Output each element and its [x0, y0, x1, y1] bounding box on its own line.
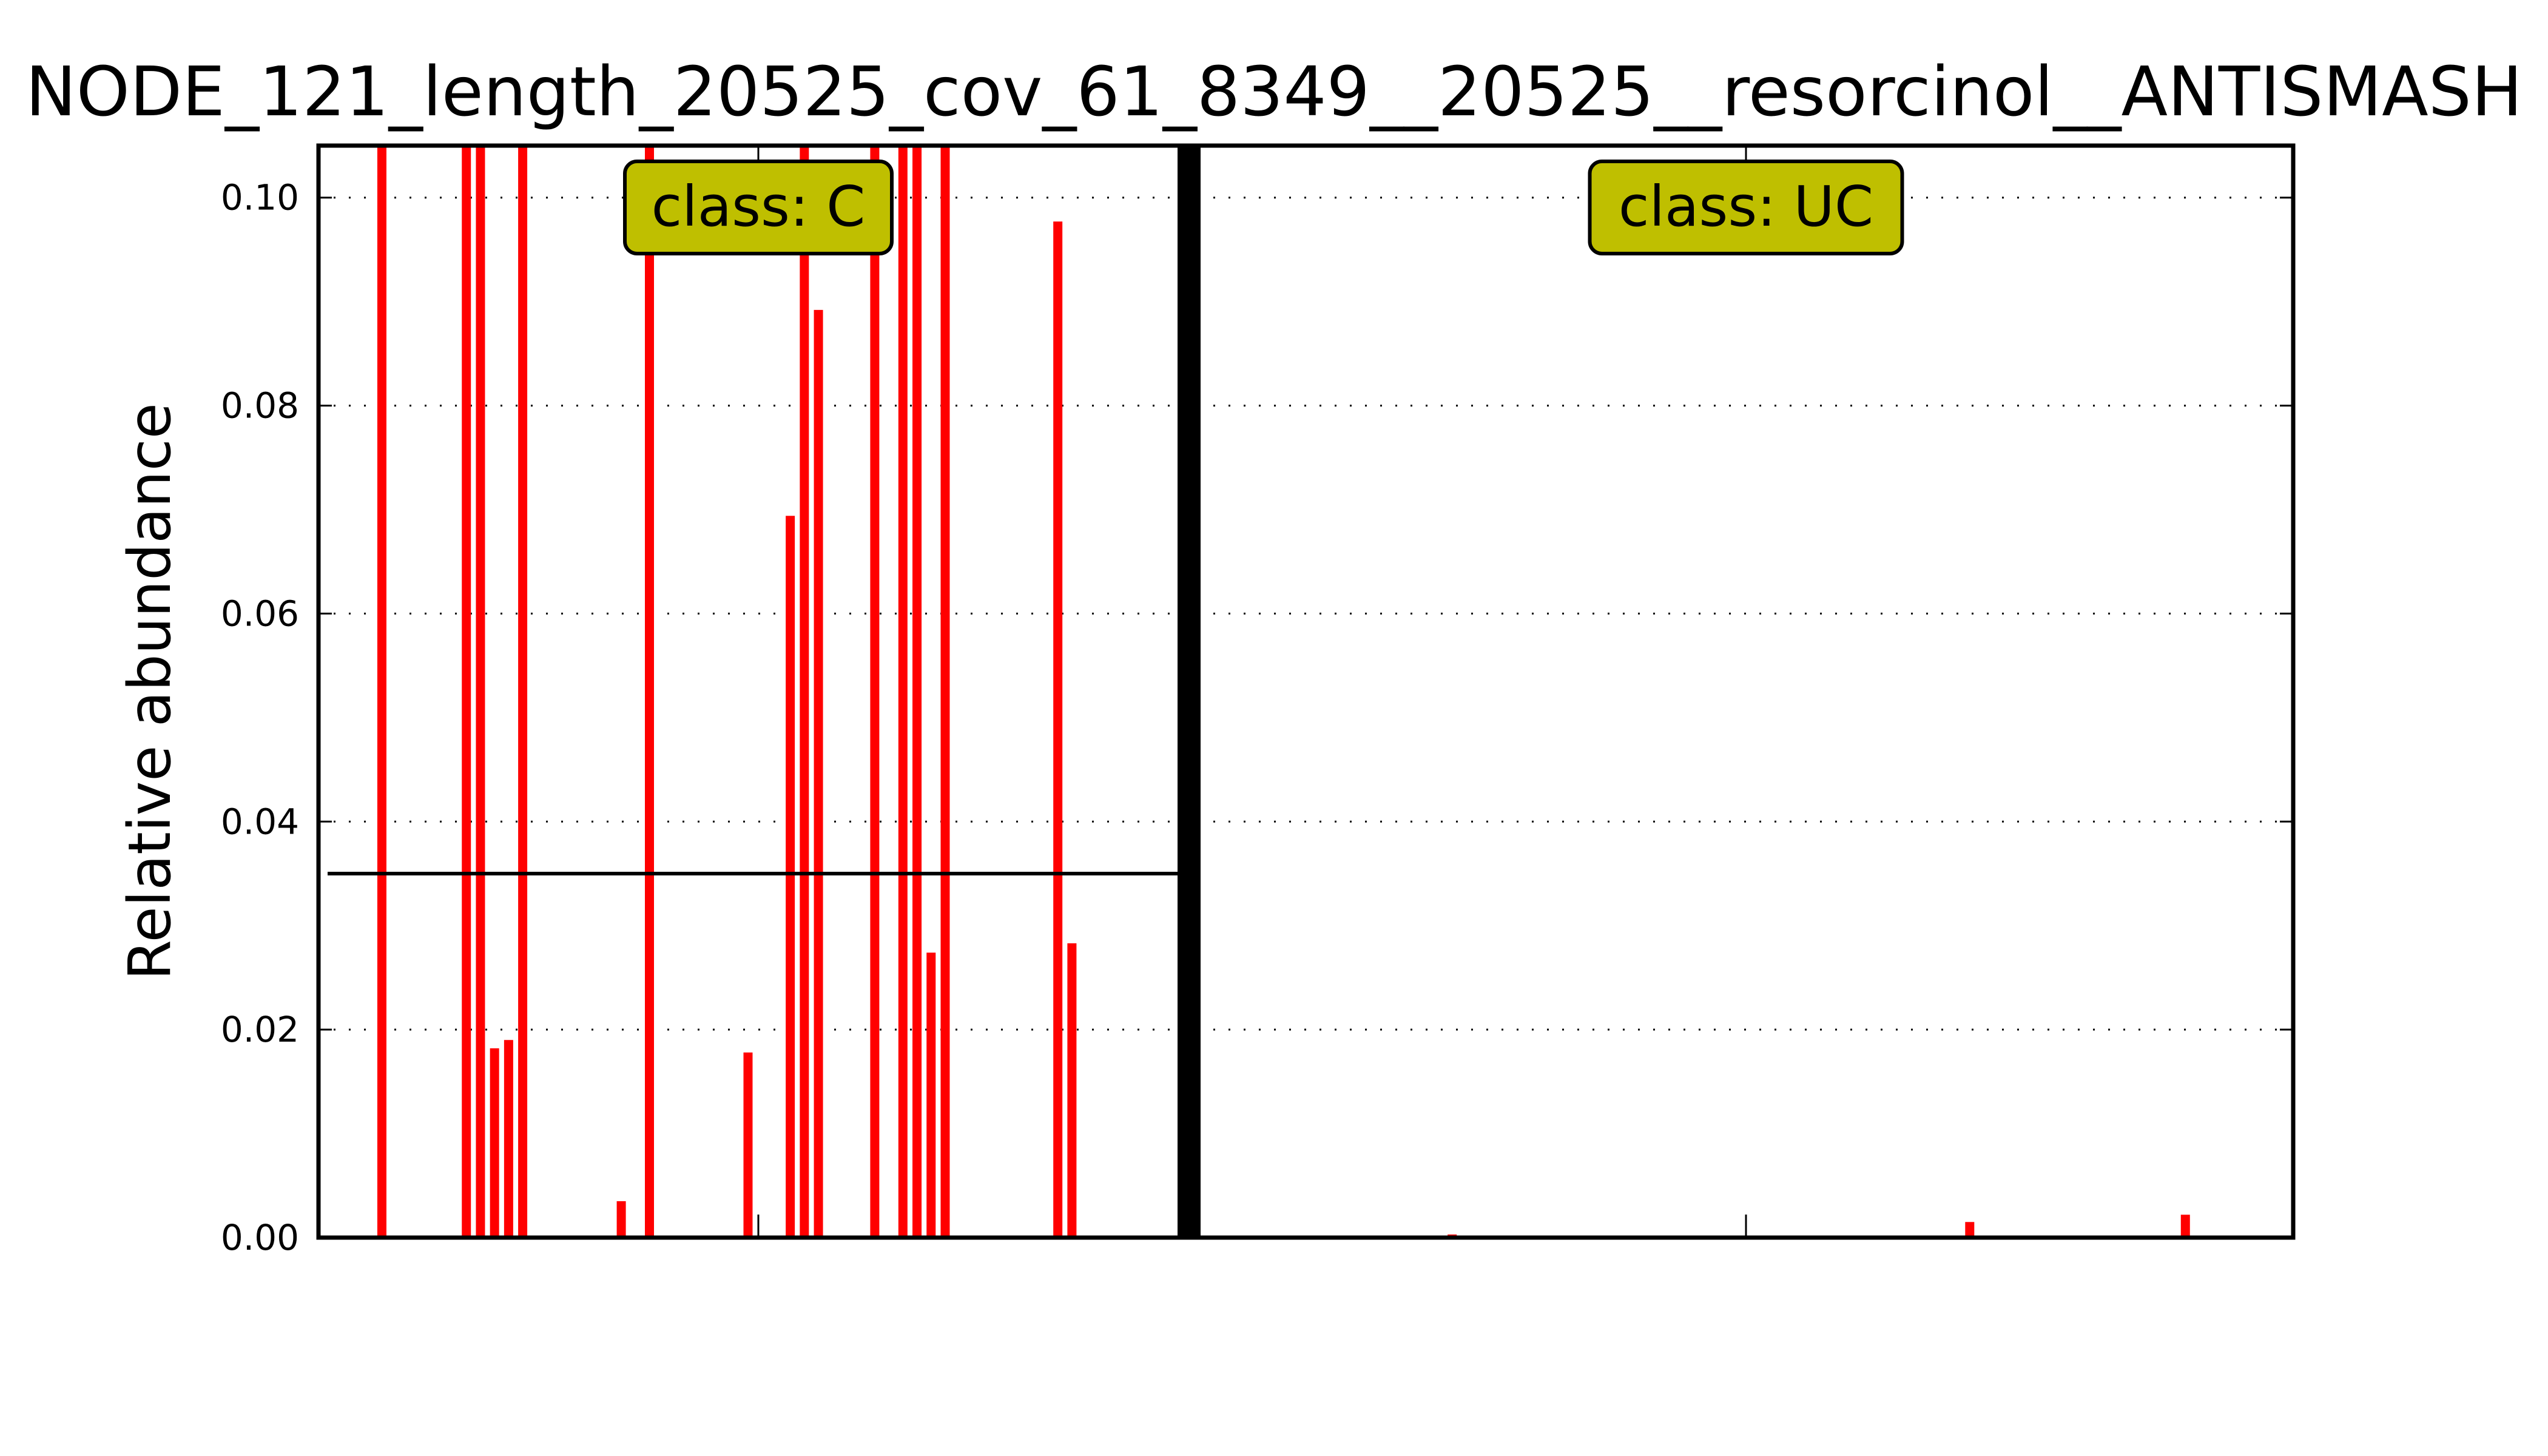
bar: [1965, 1222, 1975, 1238]
bar-series: [377, 146, 2190, 1238]
bar: [504, 1040, 513, 1238]
bar: [1067, 943, 1077, 1238]
y-axis-label: Relative abundance: [116, 403, 184, 980]
plot-frame: [316, 143, 2296, 1240]
bar: [743, 1052, 753, 1238]
class-label: class: UC: [1588, 160, 1904, 255]
bar: [940, 146, 950, 1238]
bar: [616, 1201, 626, 1238]
class-label-text: class: C: [652, 174, 866, 239]
y-tick-label: 0.00: [221, 1217, 299, 1258]
bar: [786, 516, 795, 1238]
bar: [926, 952, 936, 1238]
bar: [814, 309, 823, 1238]
bar: [1053, 221, 1063, 1238]
y-tick-label: 0.02: [221, 1009, 299, 1050]
bar: [645, 146, 655, 1238]
class-label-text: class: UC: [1619, 174, 1873, 239]
bar: [912, 146, 922, 1238]
plot-border: [316, 143, 2296, 1240]
bar: [800, 146, 809, 1238]
y-tick-label: 0.04: [221, 801, 299, 842]
bar: [462, 146, 471, 1238]
panel-separator: [1178, 146, 1201, 1238]
class-label: class: C: [623, 160, 894, 255]
bar: [2180, 1215, 2190, 1238]
y-tick-label: 0.08: [221, 385, 299, 426]
y-axis-ticks: 0.00 0.02 0.04 0.06 0.08 0.10: [221, 177, 2293, 1258]
class-label-box: [623, 160, 894, 255]
bar: [870, 146, 880, 1238]
class-labels: class: C class: UC: [623, 160, 1904, 255]
grid-lines: [318, 197, 2293, 1031]
class-label-box: [1588, 160, 1904, 255]
y-tick-label: 0.06: [221, 593, 299, 634]
y-tick-label: 0.10: [221, 177, 299, 218]
bar: [377, 146, 386, 1238]
bar: [490, 1048, 499, 1238]
bar: [898, 146, 908, 1238]
bar: [518, 146, 528, 1238]
threshold-lines: [328, 146, 1201, 1238]
chart-title: NODE_121_length_20525_cov_61_8349__20525…: [25, 53, 2523, 132]
bar: [476, 146, 485, 1238]
